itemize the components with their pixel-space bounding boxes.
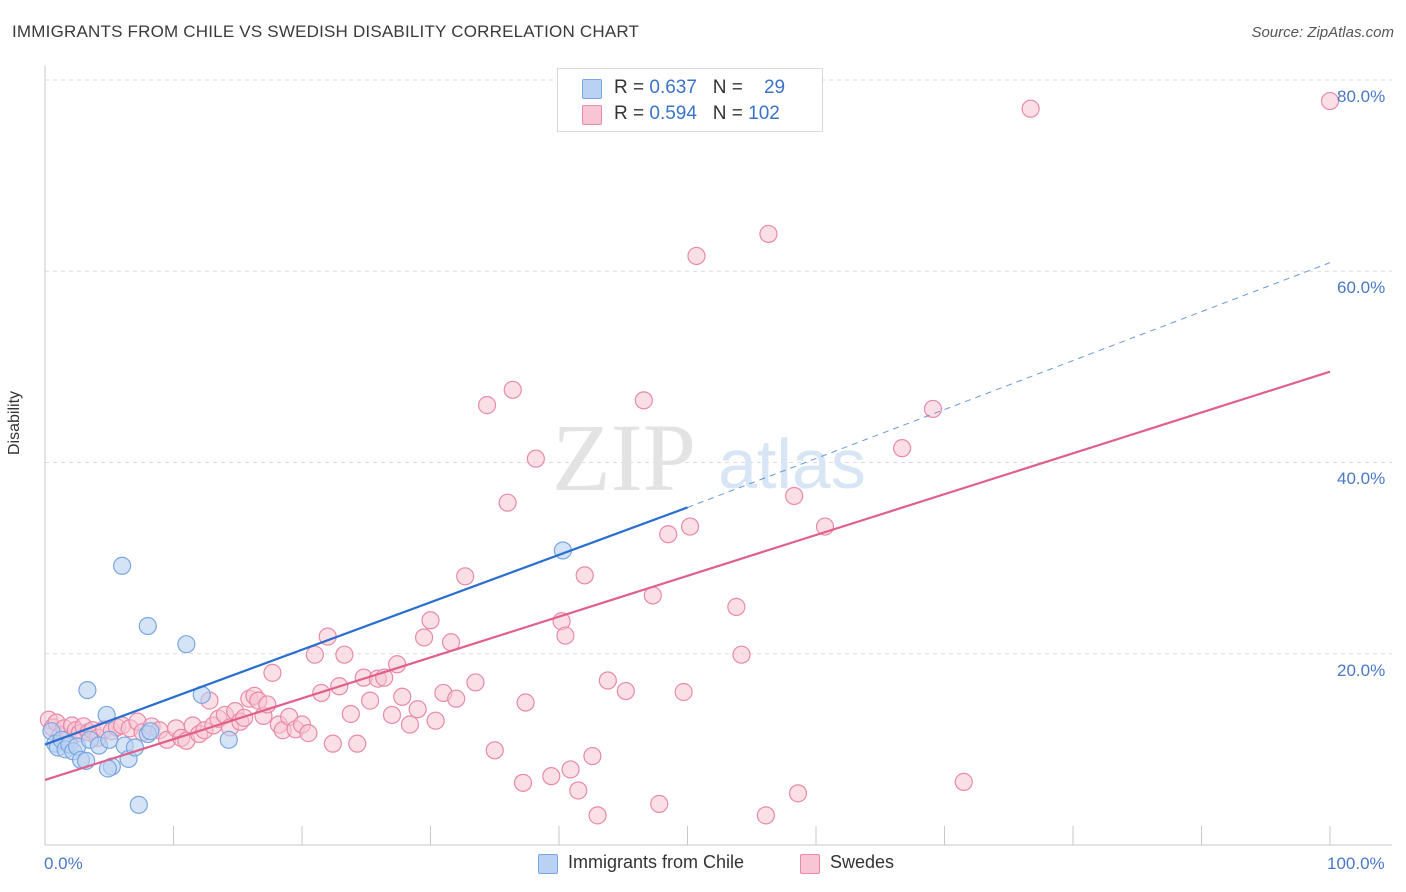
y-axis-label: Disability (6, 390, 23, 455)
swedes-point (414, 628, 434, 647)
swedes-point (466, 673, 485, 692)
source-label: Source: ZipAtlas.com (1251, 24, 1394, 41)
swedes-point (598, 671, 617, 690)
n-value: 102 (748, 103, 780, 124)
swedes-point (732, 645, 751, 664)
chile-swatch (538, 854, 558, 874)
watermark-zip: ZIP (552, 404, 696, 511)
swedes-point (348, 734, 367, 753)
watermark: ZIP atlas (552, 404, 866, 511)
swedes-point (335, 645, 354, 664)
swedes-swatch (582, 105, 602, 125)
r-label: R = (614, 103, 650, 124)
swedes-point (575, 566, 594, 585)
swedes-point (513, 773, 533, 792)
swedes-point (674, 682, 693, 702)
chile-point (141, 722, 160, 741)
legend-label: Immigrants from Chile (568, 852, 745, 872)
chile-trend-extension (687, 262, 1331, 508)
swedes-point (498, 493, 517, 512)
swedes-point (687, 246, 706, 266)
swedes-point (788, 784, 808, 803)
swedes-point (447, 689, 466, 708)
swedes-point (556, 626, 575, 645)
swedes-point (727, 597, 746, 616)
x-axis-label-left: 0.0% (44, 854, 83, 873)
swedes-point (408, 700, 427, 719)
chart-title: IMMIGRANTS FROM CHILE VS SWEDISH DISABIL… (12, 22, 640, 41)
swedes-point (1320, 91, 1340, 111)
swedes-point (361, 691, 380, 710)
swedes-point (650, 794, 669, 813)
stats-box: R = 0.637 N = 29 R = 0.594 N = 102 (557, 68, 823, 132)
x-axis-label-right: 100.0% (1327, 854, 1385, 873)
swedes-point (542, 767, 561, 786)
y-tick-label: 60.0% (1337, 278, 1386, 297)
swedes-point (923, 399, 943, 419)
chile-points (42, 541, 572, 814)
grid-lines (45, 79, 1392, 655)
swedes-point (421, 611, 440, 630)
r-label: R = (614, 77, 650, 98)
n-label: N = (712, 77, 749, 98)
swedes-point (583, 746, 602, 766)
swedes-point (516, 693, 535, 712)
swedes-point (299, 724, 318, 743)
chile-point (138, 616, 157, 636)
chile-point (219, 730, 238, 749)
swedes-point (426, 711, 445, 730)
chile-point (129, 795, 148, 814)
swedes-point (756, 806, 775, 825)
chile-point (112, 556, 132, 575)
legend: Immigrants from Chile Swedes (0, 852, 1406, 878)
trend-lines (44, 262, 1331, 782)
y-tick-label: 20.0% (1337, 661, 1386, 680)
swedes-point (263, 663, 282, 682)
n-value: 29 (763, 77, 786, 98)
swedes-point (785, 486, 804, 506)
swedes-point (400, 715, 420, 734)
n-label: N = (712, 103, 749, 124)
swedes-point (588, 806, 607, 825)
swedes-point (569, 781, 588, 800)
swedes-point (485, 741, 504, 760)
swedes-trend-line (44, 370, 1331, 782)
swedes-point (954, 772, 973, 791)
r-value: 0.594 (649, 103, 697, 124)
swedes-point (477, 396, 497, 415)
swedes-point (305, 645, 324, 664)
chile-point (177, 635, 196, 654)
chile-point (100, 730, 119, 749)
swedes-point (382, 705, 402, 725)
y-tick-label: 80.0% (1337, 87, 1386, 106)
swedes-point (759, 224, 778, 244)
swedes-point (1021, 99, 1040, 118)
swedes-swatch (800, 854, 820, 874)
swedes-point (526, 449, 545, 468)
swedes-point (680, 517, 700, 536)
legend-label: Swedes (830, 852, 895, 872)
r-value: 0.637 (649, 77, 697, 98)
swedes-point (561, 760, 580, 779)
chile-swatch (582, 79, 602, 99)
y-tick-label: 40.0% (1337, 469, 1386, 488)
swedes-point (616, 681, 635, 701)
swedes-point (659, 525, 678, 544)
swedes-point (892, 439, 912, 458)
chile-trend-line (44, 506, 688, 746)
swedes-point (323, 734, 342, 753)
swedes-point (393, 687, 412, 706)
swedes-point (341, 704, 360, 724)
swedes-point (456, 567, 475, 586)
swedes-point (634, 391, 653, 410)
swedes-point (503, 380, 522, 399)
chile-point (78, 680, 97, 700)
